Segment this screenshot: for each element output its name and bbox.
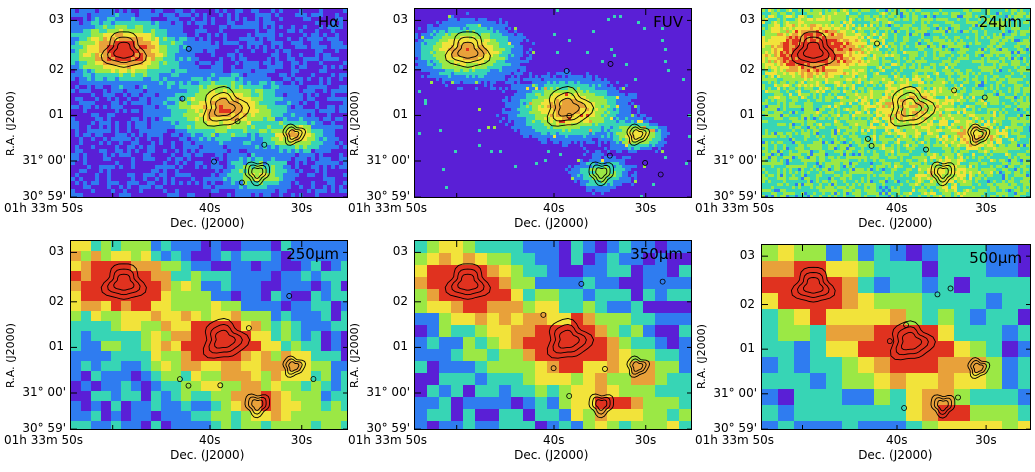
x-tick-label: 40s (886, 201, 908, 215)
axis-ticks (71, 241, 347, 429)
axis-ticks (762, 9, 1030, 197)
image-map-fir1: 250μm (70, 240, 348, 430)
x-tick-label: 01h 33m 50s (4, 433, 83, 447)
y-axis-label: R.A. (J2000) (4, 91, 17, 157)
axis-ticks (762, 245, 1030, 429)
panel-label: 500μm (969, 249, 1022, 267)
x-tick-label: 01h 33m 50s (4, 201, 83, 215)
x-tick-label: 30s (975, 201, 997, 215)
map-canvas-halpha (71, 9, 347, 197)
y-tick-label: 30° 59' (713, 421, 757, 436)
y-tick-label: 31° 00' (22, 153, 66, 167)
panel-label: 250μm (286, 245, 339, 263)
x-tick-label: 30s (975, 433, 997, 447)
halpha-contours (444, 31, 664, 187)
panel-label: Hα (317, 13, 339, 31)
x-axis-label: Dec. (J2000) (514, 448, 589, 462)
x-axis-label: Dec. (J2000) (514, 216, 589, 230)
x-tick-label: 40s (543, 433, 565, 447)
y-tick-label: 02 (48, 61, 64, 76)
x-tick-label: 01h 33m 50s (348, 433, 427, 447)
y-tick-label: 30° 59' (22, 189, 66, 204)
x-tick-label: 30s (634, 201, 657, 215)
map-canvas-fir1 (71, 241, 347, 429)
x-tick-label: 40s (199, 433, 221, 447)
map-canvas-mir (762, 9, 1030, 197)
x-axis-label: Dec. (J2000) (170, 216, 245, 230)
axis-ticks (415, 9, 691, 197)
x-tick-label: 01h 33m 50s (695, 201, 774, 215)
image-map-mir: 24μm (761, 8, 1031, 198)
image-map-fuv: FUV (414, 8, 692, 198)
halpha-contours (790, 31, 991, 187)
axis-ticks (71, 9, 347, 197)
halpha-contours (100, 263, 317, 419)
y-axis-label: R.A. (J2000) (348, 323, 361, 389)
panel-label: 350μm (630, 245, 683, 263)
y-tick-label: 30° 59' (22, 421, 66, 436)
x-tick-label: 30s (290, 433, 313, 447)
y-tick-label: 01 (739, 107, 755, 122)
y-tick-label: 31° 00' (713, 385, 757, 400)
image-map-fir2: 350μm (414, 240, 692, 430)
x-axis-label: Dec. (J2000) (858, 216, 933, 230)
y-tick-label: 02 (739, 61, 755, 76)
y-tick-label: 03 (48, 244, 64, 259)
y-tick-label: 03 (392, 244, 408, 259)
y-tick-label: 03 (739, 248, 755, 263)
x-tick-label: 30s (290, 201, 313, 215)
map-canvas-fuv (415, 9, 691, 197)
y-tick-label: 02 (392, 293, 408, 308)
y-tick-label: 31° 00' (713, 153, 757, 167)
x-tick-label: 01h 33m 50s (695, 433, 774, 447)
y-tick-label: 30° 59' (713, 189, 757, 204)
y-tick-label: 01 (48, 339, 64, 354)
y-tick-label: 01 (392, 107, 408, 122)
x-tick-label: 40s (199, 201, 221, 215)
x-axis-label: Dec. (J2000) (858, 448, 933, 462)
y-axis-label: R.A. (J2000) (348, 91, 361, 157)
y-tick-label: 30° 59' (366, 189, 410, 204)
axis-ticks (415, 241, 691, 429)
y-tick-label: 02 (392, 61, 408, 76)
halpha-contours (444, 263, 666, 419)
y-axis-label: R.A. (J2000) (4, 323, 17, 389)
image-map-halpha: Hα (70, 8, 348, 198)
y-tick-label: 03 (739, 12, 755, 27)
y-tick-label: 02 (48, 293, 64, 308)
y-tick-label: 02 (739, 296, 755, 311)
halpha-contours (790, 266, 991, 419)
x-tick-label: 01h 33m 50s (348, 201, 427, 215)
y-tick-label: 01 (739, 341, 755, 356)
y-tick-label: 03 (392, 12, 408, 27)
halpha-contours (100, 31, 307, 187)
y-axis-label: R.A. (J2000) (695, 324, 708, 390)
y-tick-label: 31° 00' (366, 153, 410, 167)
y-axis-label: R.A. (J2000) (695, 91, 708, 157)
y-tick-label: 31° 00' (22, 385, 66, 399)
x-axis-label: Dec. (J2000) (170, 448, 245, 462)
y-tick-label: 01 (392, 339, 408, 354)
y-tick-label: 30° 59' (366, 421, 410, 436)
y-tick-label: 01 (48, 107, 64, 122)
x-tick-label: 40s (886, 433, 908, 447)
y-tick-label: 03 (48, 12, 64, 27)
x-tick-label: 40s (543, 201, 565, 215)
map-canvas-fir2 (415, 241, 691, 429)
x-tick-label: 30s (634, 433, 657, 447)
y-tick-label: 31° 00' (366, 385, 410, 399)
map-canvas-fir3 (762, 245, 1030, 429)
panel-label: FUV (653, 13, 683, 31)
panel-label: 24μm (978, 13, 1022, 31)
image-map-fir3: 500μm (761, 244, 1031, 430)
